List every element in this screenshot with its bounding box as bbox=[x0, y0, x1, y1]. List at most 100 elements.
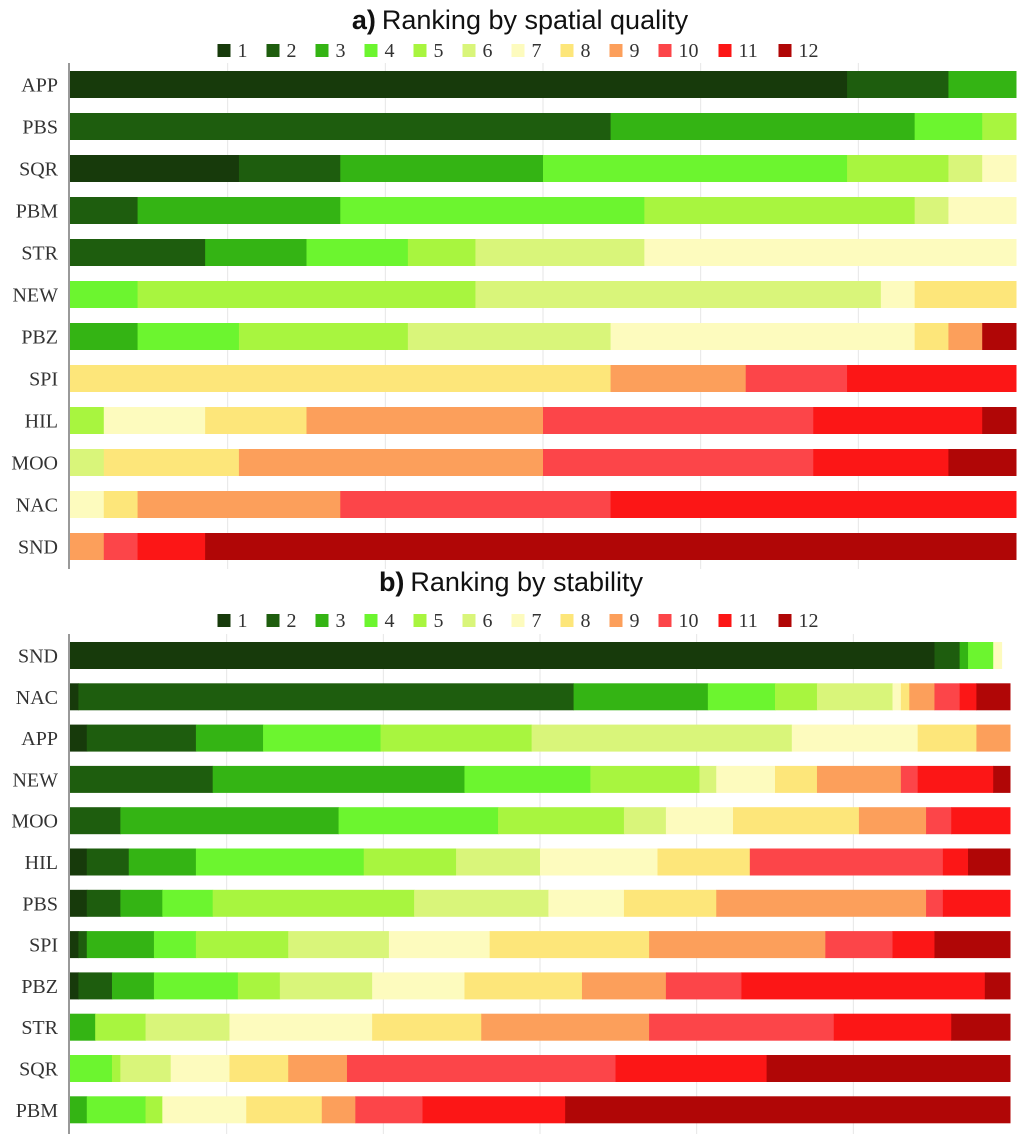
bar-segment-new-rank-9 bbox=[816, 765, 902, 793]
bar-segment-nac-rank-7 bbox=[892, 683, 902, 711]
bar-segment-pbz-rank-3 bbox=[111, 972, 155, 1000]
row-label-app: APP bbox=[21, 75, 58, 97]
bar-segment-sqr-rank-6 bbox=[948, 155, 983, 182]
bar-segment-new-rank-4 bbox=[464, 765, 591, 793]
bar-segment-sqr-rank-1 bbox=[70, 155, 240, 182]
bar-segment-str-rank-3 bbox=[70, 1013, 96, 1041]
bar-segment-pbs-rank-11 bbox=[942, 889, 1011, 917]
bar-segment-pbz-rank-3 bbox=[70, 323, 139, 350]
bar-segment-pbz-rank-7 bbox=[610, 323, 916, 350]
bar-segment-sqr-rank-8 bbox=[229, 1055, 289, 1082]
legend-swatch-4 bbox=[364, 614, 378, 627]
row-label-snd: SND bbox=[18, 646, 58, 668]
bar-segment-app-rank-5 bbox=[380, 724, 533, 752]
bar-segment-pbz-rank-6 bbox=[279, 972, 373, 1000]
bar-segment-hil-rank-11 bbox=[942, 848, 969, 876]
bar-segment-moo-rank-7 bbox=[665, 807, 734, 835]
bar-segment-pbs-rank-2 bbox=[70, 113, 612, 140]
legend-swatch-6 bbox=[462, 44, 476, 57]
bar-segment-moo-rank-10 bbox=[926, 807, 952, 835]
bar-segment-spi-rank-10 bbox=[745, 365, 848, 392]
bar-segment-spi-rank-8 bbox=[489, 931, 650, 959]
bar-segment-pbz-rank-12 bbox=[984, 972, 1011, 1000]
legend-swatch-6 bbox=[462, 614, 476, 627]
bar-segment-pbz-rank-10 bbox=[665, 972, 742, 1000]
bar-segment-hil-rank-2 bbox=[86, 848, 130, 876]
bar-segment-moo-rank-9 bbox=[238, 449, 544, 476]
chart-b-bars bbox=[70, 642, 1011, 1124]
legend-label-8: 8 bbox=[581, 40, 591, 62]
bar-segment-spi-rank-11 bbox=[847, 365, 1017, 392]
bar-segment-hil-rank-10 bbox=[543, 407, 814, 434]
bar-segment-pbs-rank-5 bbox=[212, 889, 415, 917]
bar-segment-pbm-rank-4 bbox=[86, 1096, 147, 1124]
bar-segment-pbz-rank-5 bbox=[238, 323, 409, 350]
bar-segment-spi-rank-7 bbox=[388, 931, 491, 959]
bar-segment-pbz-rank-4 bbox=[137, 323, 240, 350]
row-label-pbz: PBZ bbox=[21, 327, 58, 349]
bar-segment-moo-rank-6 bbox=[623, 807, 667, 835]
bar-segment-str-rank-11 bbox=[833, 1013, 952, 1041]
row-label-pbs: PBS bbox=[22, 117, 58, 139]
bar-segment-hil-rank-8 bbox=[205, 407, 307, 434]
chart-a-row-labels: APP PBS SQR PBM STR NEW PBZ SPI HIL MOO NAC SND bbox=[11, 75, 58, 559]
bar-segment-str-rank-5 bbox=[95, 1013, 147, 1041]
bar-segment-pbs-rank-5 bbox=[982, 113, 1017, 140]
bar-segment-pbs-rank-9 bbox=[716, 889, 927, 917]
legend-swatch-10 bbox=[658, 614, 672, 627]
bar-segment-app-rank-2 bbox=[86, 724, 197, 752]
legend-label-4: 4 bbox=[385, 40, 395, 62]
legend-swatch-7 bbox=[511, 614, 525, 627]
legend-swatch-9 bbox=[609, 44, 623, 57]
row-label-spi: SPI bbox=[29, 369, 58, 391]
row-label-app: APP bbox=[21, 728, 58, 750]
bar-segment-nac-rank-11 bbox=[959, 683, 977, 711]
legend-swatch-7 bbox=[511, 44, 525, 57]
bar-segment-pbz-rank-12 bbox=[982, 323, 1017, 350]
bar-segment-str-rank-6 bbox=[475, 239, 645, 266]
bar-segment-snd-rank-3 bbox=[959, 642, 969, 669]
bar-segment-spi-rank-11 bbox=[892, 931, 935, 959]
bar-segment-app-rank-8 bbox=[917, 724, 977, 752]
legend-swatch-10 bbox=[658, 44, 672, 57]
legend-swatch-9 bbox=[609, 614, 623, 627]
bar-segment-spi-rank-9 bbox=[610, 365, 747, 392]
bar-segment-pbm-rank-12 bbox=[565, 1096, 1011, 1124]
bar-segment-sqr-rank-10 bbox=[346, 1055, 617, 1082]
legend-swatch-11 bbox=[718, 614, 732, 627]
legend-swatch-1 bbox=[217, 614, 231, 627]
panel-b-stability: b) Ranking by stability 1 2 3 4 5 6 7 8 9 10 11 12 S… bbox=[11, 567, 1011, 1134]
legend-label-12: 12 bbox=[799, 40, 819, 62]
bar-segment-pbm-rank-7 bbox=[162, 1096, 247, 1124]
bar-segment-nac-rank-11 bbox=[610, 491, 1017, 518]
row-label-sqr: SQR bbox=[19, 1059, 59, 1081]
bar-segment-snd-rank-10 bbox=[103, 533, 139, 560]
panel-a-spatial-quality: a) Ranking by spatial quality 1 2 3 4 5 6 7 8 9 10… bbox=[11, 5, 1017, 569]
bar-segment-nac-rank-10 bbox=[340, 491, 612, 518]
bar-segment-spi-rank-2 bbox=[78, 931, 88, 959]
legend-swatch-3 bbox=[315, 614, 329, 627]
legend-label-9: 9 bbox=[630, 610, 640, 632]
legend-swatch-4 bbox=[364, 44, 378, 57]
bar-segment-new-rank-5 bbox=[590, 765, 700, 793]
bar-segment-str-rank-10 bbox=[649, 1013, 835, 1041]
bar-segment-nac-rank-12 bbox=[976, 683, 1011, 711]
bar-segment-new-rank-8 bbox=[775, 765, 818, 793]
row-label-nac: NAC bbox=[16, 687, 58, 709]
bar-segment-pbm-rank-5 bbox=[644, 197, 916, 224]
row-label-new: NEW bbox=[12, 769, 58, 791]
bar-segment-str-rank-9 bbox=[481, 1013, 650, 1041]
bar-segment-hil-rank-7 bbox=[540, 848, 658, 876]
bar-segment-app-rank-1 bbox=[70, 724, 88, 752]
legend-label-5: 5 bbox=[434, 610, 444, 632]
bar-segment-snd-rank-12 bbox=[205, 533, 1017, 560]
bar-segment-pbz-rank-2 bbox=[78, 972, 113, 1000]
bar-segment-pbs-rank-3 bbox=[120, 889, 163, 917]
bar-segment-moo-rank-5 bbox=[498, 807, 625, 835]
bar-segment-pbz-rank-7 bbox=[372, 972, 465, 1000]
bar-segment-pbz-rank-9 bbox=[581, 972, 667, 1000]
bar-segment-pbs-rank-10 bbox=[926, 889, 944, 917]
bar-segment-nac-rank-9 bbox=[137, 491, 341, 518]
legend-label-8: 8 bbox=[581, 610, 591, 632]
legend-label-2: 2 bbox=[287, 610, 297, 632]
